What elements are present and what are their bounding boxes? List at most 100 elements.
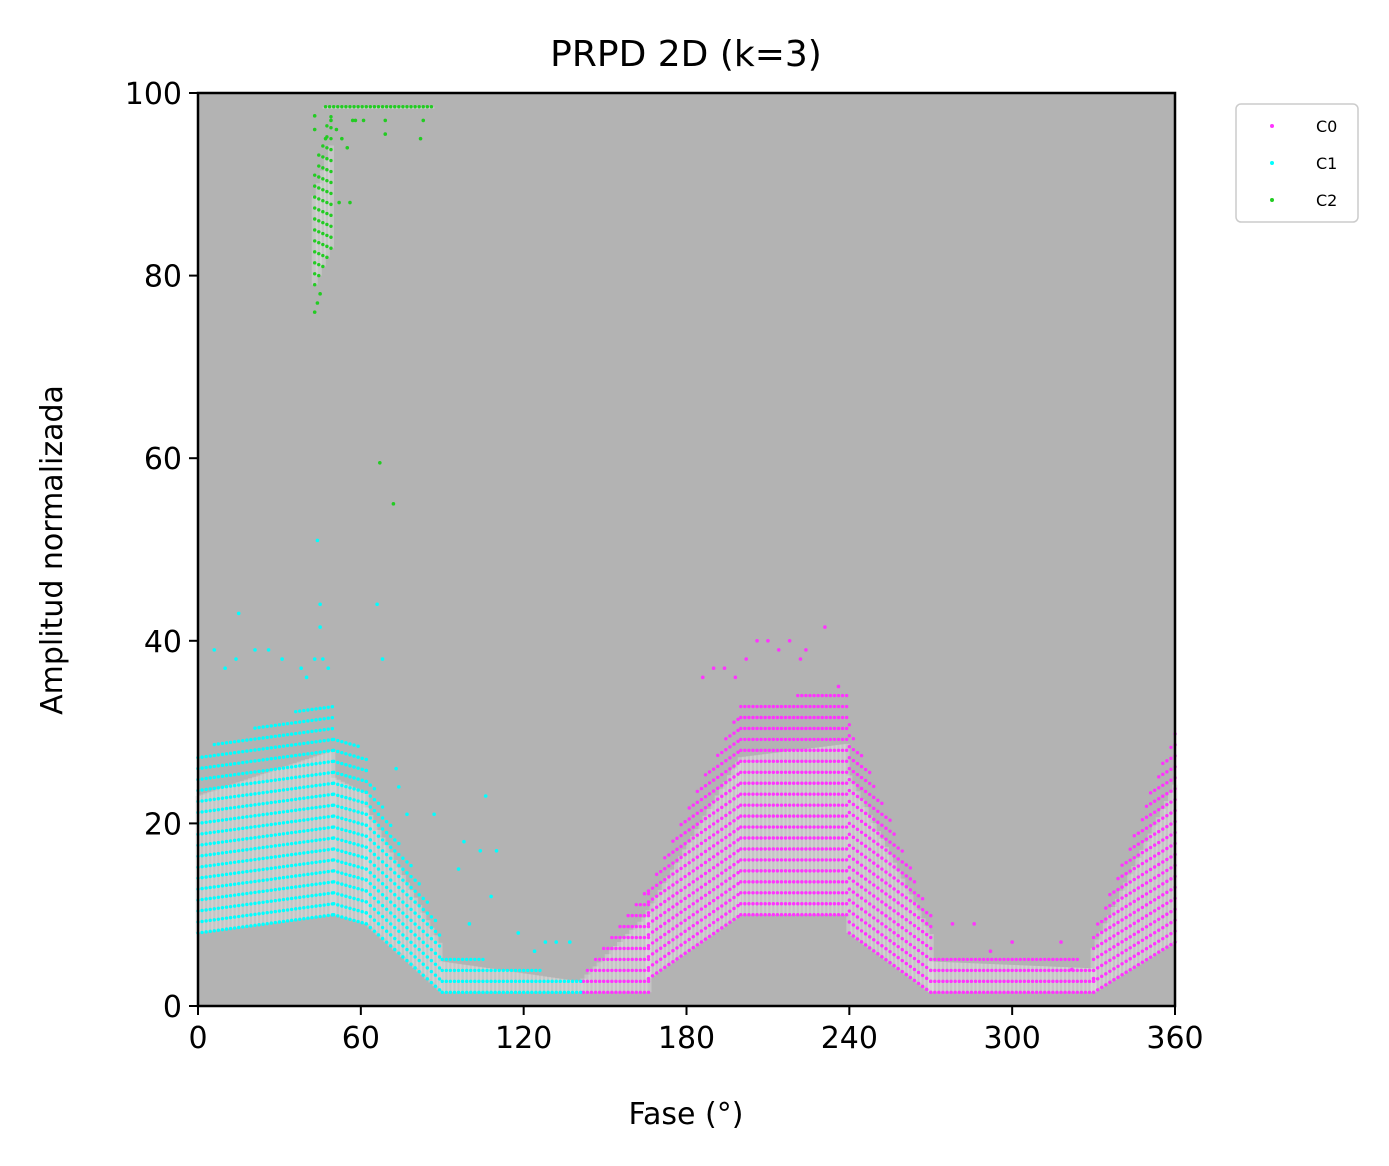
point-c0 — [703, 849, 708, 854]
point-c1 — [216, 917, 221, 921]
point-c1 — [360, 910, 364, 914]
point-c0 — [851, 934, 856, 938]
point-c0 — [747, 880, 751, 884]
density-cell — [831, 745, 838, 915]
point-c1 — [228, 784, 233, 788]
point-c0 — [732, 753, 736, 757]
point-c0 — [851, 835, 856, 840]
point-c1 — [460, 979, 465, 984]
point-c1 — [237, 838, 241, 842]
point-c0 — [687, 937, 691, 942]
point-c0 — [1104, 917, 1108, 921]
point-c1 — [306, 872, 310, 877]
point-c0 — [820, 814, 824, 818]
point-c0 — [828, 880, 833, 884]
point-c0 — [707, 825, 712, 829]
point-c0 — [1038, 990, 1043, 995]
point-c0 — [994, 979, 998, 984]
point-c1 — [356, 908, 360, 913]
point-c0 — [859, 753, 864, 758]
point-c0 — [1152, 854, 1157, 858]
point-c0 — [783, 781, 788, 785]
point-c0 — [867, 792, 872, 797]
point-c0 — [855, 805, 860, 810]
point-c0 — [929, 924, 933, 929]
point-c0 — [791, 814, 796, 818]
point-c1 — [469, 979, 473, 984]
point-c0 — [771, 825, 776, 829]
point-c0 — [751, 858, 755, 862]
point-c0 — [743, 726, 747, 731]
point-c0 — [679, 910, 683, 914]
point-c0 — [724, 813, 728, 818]
point-c0 — [618, 990, 622, 995]
point-c0 — [1148, 922, 1153, 926]
point-c0 — [646, 913, 651, 918]
point-c0 — [739, 770, 743, 774]
point-c0 — [650, 974, 655, 978]
point-c1 — [224, 741, 229, 745]
point-c1 — [433, 918, 438, 923]
point-c0 — [759, 737, 763, 742]
point-c0 — [783, 891, 788, 895]
point-c0 — [855, 750, 860, 755]
point-c1 — [352, 831, 356, 835]
point-c1 — [344, 839, 348, 844]
point-c1 — [433, 962, 438, 966]
point-c0 — [867, 814, 872, 819]
point-c0 — [888, 917, 892, 921]
point-c0 — [1152, 843, 1157, 847]
point-c0 — [679, 888, 683, 893]
point-c0 — [844, 748, 849, 753]
point-c0 — [1165, 868, 1169, 873]
density-cell — [674, 862, 681, 959]
point-c0 — [851, 879, 856, 883]
point-c0 — [965, 957, 970, 962]
point-c1 — [340, 794, 344, 799]
point-c1 — [397, 929, 401, 933]
point-c0 — [808, 726, 812, 731]
point-c1 — [352, 874, 356, 879]
point-c1 — [348, 917, 352, 921]
point-c0 — [1128, 968, 1132, 972]
point-c0 — [1083, 968, 1088, 973]
point-c0 — [751, 770, 755, 774]
point-c0 — [828, 715, 833, 720]
point-c0 — [900, 849, 904, 853]
point-c0 — [844, 880, 849, 884]
point-c0 — [699, 786, 704, 791]
point-c0 — [634, 913, 638, 918]
point-c0 — [659, 924, 663, 929]
point-c1 — [245, 749, 249, 753]
point-c1 — [489, 968, 493, 973]
point-c0 — [622, 946, 626, 951]
point-c1 — [241, 771, 245, 776]
point-c0 — [747, 726, 751, 731]
point-c1 — [224, 883, 229, 888]
point-c1 — [440, 968, 444, 973]
point-c2 — [317, 186, 321, 190]
point-c1 — [517, 979, 522, 984]
point-c0 — [840, 726, 845, 731]
density-cell — [823, 746, 830, 915]
point-c0 — [859, 797, 864, 802]
point-c1 — [425, 933, 430, 937]
point-c0 — [1144, 914, 1149, 918]
point-c1 — [376, 834, 381, 838]
point-c2 — [329, 202, 333, 207]
point-c0 — [884, 957, 888, 962]
point-c0 — [687, 839, 691, 843]
point-c1 — [265, 834, 269, 838]
point-c1 — [314, 816, 318, 821]
point-c0 — [808, 803, 812, 807]
point-c0 — [597, 968, 602, 973]
point-c0 — [804, 858, 808, 862]
point-c0 — [724, 868, 728, 872]
point-c0 — [1148, 802, 1153, 806]
point-c1 — [281, 875, 286, 880]
point-c0 — [1059, 957, 1063, 962]
point-c1 — [397, 874, 401, 879]
point-c0 — [646, 976, 651, 981]
point-c1 — [294, 753, 298, 758]
point-c1 — [384, 940, 389, 944]
